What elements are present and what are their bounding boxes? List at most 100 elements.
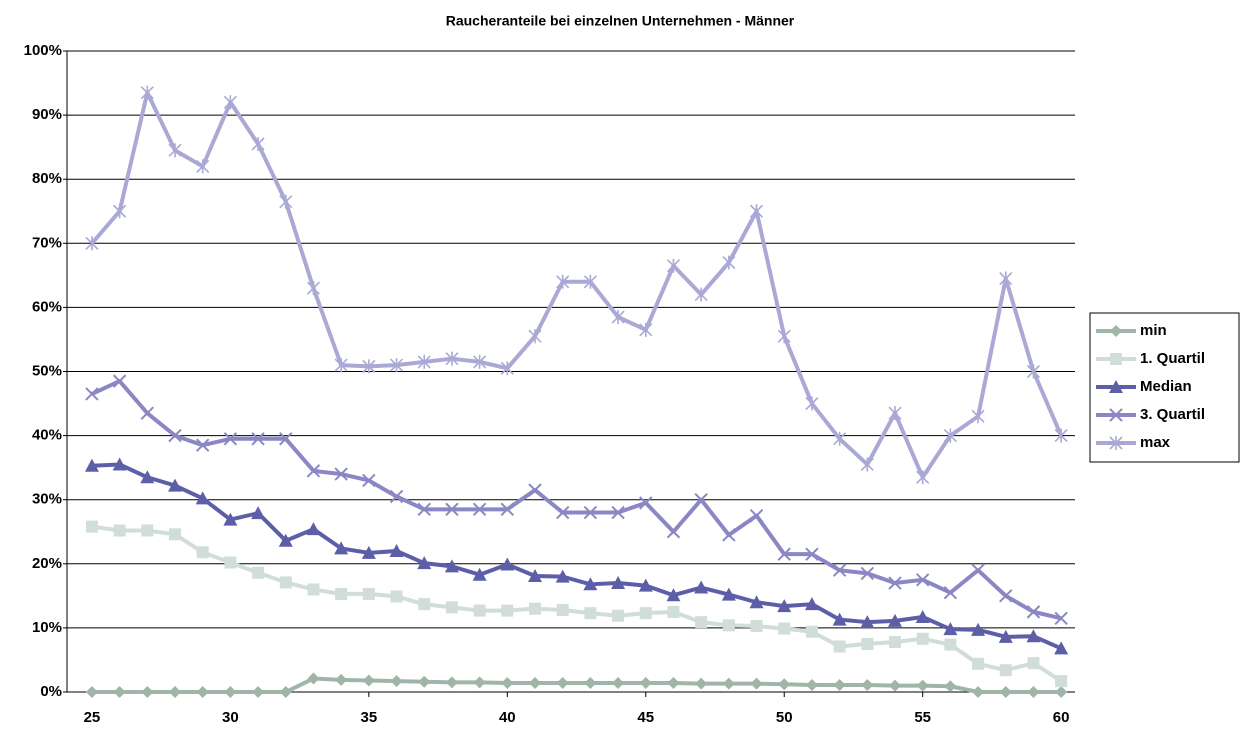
- marker: [85, 520, 98, 533]
- marker: [334, 541, 349, 555]
- series-line: [91, 676, 1062, 694]
- marker: [971, 409, 985, 424]
- marker: [306, 281, 321, 296]
- marker: [196, 686, 209, 698]
- marker: [584, 677, 597, 690]
- x-tick-label: 55: [914, 709, 931, 726]
- marker: [472, 502, 487, 517]
- marker: [279, 432, 293, 446]
- marker: [916, 470, 930, 485]
- marker: [805, 678, 818, 691]
- marker: [667, 677, 680, 690]
- marker: [612, 677, 625, 690]
- marker: [307, 672, 320, 685]
- marker: [389, 358, 404, 373]
- marker: [638, 578, 653, 592]
- marker: [555, 569, 570, 583]
- y-tick-label: 80%: [32, 170, 62, 187]
- marker: [1055, 675, 1068, 688]
- marker: [584, 607, 597, 620]
- marker: [832, 563, 847, 577]
- y-tick-label: 0%: [40, 683, 62, 700]
- marker: [1109, 408, 1123, 422]
- marker: [85, 686, 98, 698]
- marker: [694, 492, 708, 507]
- marker: [695, 677, 708, 690]
- marker: [666, 588, 681, 602]
- marker: [223, 512, 238, 526]
- marker: [833, 431, 847, 446]
- legend-box: [1089, 312, 1240, 463]
- marker: [279, 194, 293, 209]
- marker: [695, 616, 708, 629]
- marker: [833, 678, 846, 691]
- marker: [1110, 353, 1122, 365]
- marker: [1027, 686, 1040, 698]
- marker: [362, 674, 375, 687]
- marker: [113, 204, 127, 219]
- marker: [1110, 325, 1122, 337]
- marker: [335, 587, 348, 600]
- marker: [362, 473, 376, 488]
- marker: [943, 585, 958, 600]
- marker: [223, 432, 238, 446]
- marker: [556, 603, 569, 616]
- marker: [944, 638, 957, 651]
- marker: [999, 271, 1013, 286]
- marker: [944, 680, 957, 693]
- marker: [998, 629, 1013, 643]
- marker: [777, 547, 791, 561]
- marker: [1027, 657, 1040, 670]
- x-tick-label: 50: [776, 709, 793, 726]
- marker: [639, 496, 653, 510]
- marker: [1054, 611, 1068, 625]
- marker: [529, 602, 541, 615]
- marker: [860, 566, 875, 581]
- marker: [528, 329, 542, 344]
- marker: [777, 329, 791, 344]
- marker: [1054, 641, 1069, 655]
- marker: [860, 457, 874, 472]
- marker: [916, 679, 929, 692]
- x-tick-label: 60: [1053, 709, 1070, 726]
- marker: [278, 533, 293, 547]
- marker: [555, 505, 570, 520]
- marker: [473, 676, 486, 689]
- marker: [389, 543, 404, 557]
- legend-label: 3. Quartil: [1140, 406, 1205, 423]
- marker: [500, 502, 515, 517]
- marker: [361, 545, 376, 559]
- marker: [195, 438, 210, 452]
- marker: [639, 607, 652, 620]
- series-line: [91, 462, 1062, 651]
- marker: [196, 159, 210, 174]
- marker: [334, 467, 348, 481]
- marker: [583, 274, 597, 289]
- marker: [334, 358, 348, 373]
- marker: [168, 143, 182, 158]
- marker: [972, 657, 985, 670]
- marker: [999, 686, 1012, 698]
- marker: [501, 604, 514, 617]
- chart-title: Raucheranteile bei einzelnen Unternehmen…: [446, 13, 795, 29]
- marker: [612, 609, 625, 622]
- marker: [251, 432, 265, 446]
- y-tick-label: 20%: [32, 555, 62, 572]
- marker: [778, 678, 791, 691]
- marker: [583, 577, 598, 591]
- marker: [279, 576, 292, 589]
- marker: [473, 604, 486, 617]
- marker: [1054, 428, 1068, 443]
- marker: [84, 458, 99, 472]
- marker: [804, 597, 819, 611]
- marker: [888, 406, 902, 421]
- y-tick-label: 60%: [32, 298, 62, 315]
- marker: [861, 637, 874, 650]
- marker: [279, 686, 292, 698]
- marker: [500, 557, 515, 571]
- marker: [307, 583, 320, 596]
- marker: [999, 589, 1013, 603]
- marker: [666, 525, 681, 539]
- marker: [140, 470, 155, 484]
